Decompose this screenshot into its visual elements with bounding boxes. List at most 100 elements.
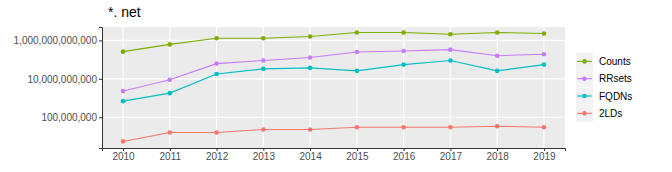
tick: 2010 [112, 148, 135, 162]
tick: 1,000,000,000,000 [14, 35, 102, 46]
tick: 10,000,000,000 [27, 74, 102, 85]
tick-label: 10,000,000,000 [27, 74, 97, 85]
grid-line-x [497, 27, 498, 148]
series-point [308, 127, 313, 132]
legend-label: 2LDs [599, 108, 622, 119]
series-point [355, 69, 360, 74]
tick-label: 1,000,000,000,000 [14, 35, 98, 46]
plot-background [102, 27, 565, 148]
legend-key [576, 70, 593, 87]
series-point [121, 99, 126, 104]
series-point [214, 61, 219, 66]
tick-label: 2017 [440, 151, 463, 162]
series-point [448, 47, 453, 52]
tick-label: 2012 [206, 151, 229, 162]
series-line [123, 32, 544, 51]
series-point [121, 139, 126, 144]
tick-label: 2015 [346, 151, 369, 162]
grid-line-y [102, 117, 565, 118]
legend-point [582, 76, 587, 81]
tick-label: 2016 [393, 151, 416, 162]
grid-line-y [102, 40, 565, 41]
tick: 2012 [206, 148, 229, 162]
series-point [308, 34, 313, 39]
series-point [355, 125, 360, 130]
tick: 2013 [253, 148, 276, 162]
series-point [401, 125, 406, 130]
series-point [448, 125, 453, 130]
series-point [495, 30, 500, 35]
grid-line-x [356, 27, 357, 148]
data-marks [121, 30, 547, 144]
tick-mark [99, 40, 102, 41]
tick-mark [99, 79, 102, 80]
tick-label: 2010 [112, 151, 135, 162]
series-point [495, 53, 500, 58]
tick: 2018 [487, 148, 510, 162]
grid-line-x [216, 27, 217, 148]
series-point [542, 125, 547, 130]
series-point [355, 30, 360, 35]
tick: 2017 [440, 148, 463, 162]
legend: CountsRRsetsFQDNs2LDs [576, 53, 632, 122]
series-point [401, 62, 406, 67]
tick: 100,000,000 [41, 112, 102, 123]
tick-label: 100,000,000 [41, 112, 97, 123]
series-point [355, 50, 360, 55]
grid-line-x [450, 27, 451, 148]
legend-key [576, 105, 593, 122]
series-point [214, 130, 219, 135]
series-point [542, 52, 547, 57]
series-point [261, 127, 266, 132]
series-point [168, 91, 173, 96]
tick: 2016 [393, 148, 416, 162]
series-line [123, 50, 544, 91]
series-point [261, 36, 266, 41]
y-axis: 100,000,000 10,000,000,000 1,000,000,000,0… [14, 28, 103, 149]
series-point [121, 49, 126, 54]
grid [102, 27, 565, 148]
series-point [168, 130, 173, 135]
title: *. net [108, 4, 141, 20]
series-point [308, 66, 313, 71]
series-line [123, 126, 544, 141]
tick-label: 2019 [533, 151, 556, 162]
axis-line [99, 28, 103, 149]
series-point [214, 72, 219, 77]
x-axis: 2010 2011 2012 2013 2014 2015 2016 2017 2018 2019 [103, 148, 566, 162]
series-point [495, 69, 500, 74]
series-point [214, 36, 219, 41]
tick: 2014 [299, 148, 322, 162]
series-point [121, 89, 126, 94]
series-point [401, 49, 406, 54]
series-point [168, 42, 173, 47]
tick-label: 2018 [487, 151, 510, 162]
legend-label: RRsets [599, 73, 632, 84]
series-point [308, 55, 313, 60]
chart: *. net2010201120122013201420152016201720… [0, 0, 672, 172]
tick-label: 2013 [253, 151, 276, 162]
tick: 2011 [160, 148, 182, 162]
series-point [542, 62, 547, 67]
tick: 2015 [346, 148, 369, 162]
series-point [495, 124, 500, 129]
series-point [448, 58, 453, 63]
grid-line-x [403, 27, 404, 148]
series-point [542, 31, 547, 36]
tick-label: 2011 [160, 151, 182, 162]
series-point [261, 67, 266, 72]
legend-key [576, 88, 593, 105]
series-point [261, 58, 266, 63]
tick: 2019 [533, 148, 556, 162]
legend-point [582, 59, 587, 64]
series-point [401, 30, 406, 35]
legend-key [576, 53, 593, 70]
tick-label: 2014 [299, 151, 322, 162]
series-point [448, 32, 453, 37]
series-point [168, 77, 173, 82]
legend-label: FQDNs [599, 91, 632, 102]
grid-line-x [543, 27, 544, 148]
series-line [123, 61, 544, 102]
legend-point [582, 111, 587, 116]
grid-line-x [122, 27, 123, 148]
